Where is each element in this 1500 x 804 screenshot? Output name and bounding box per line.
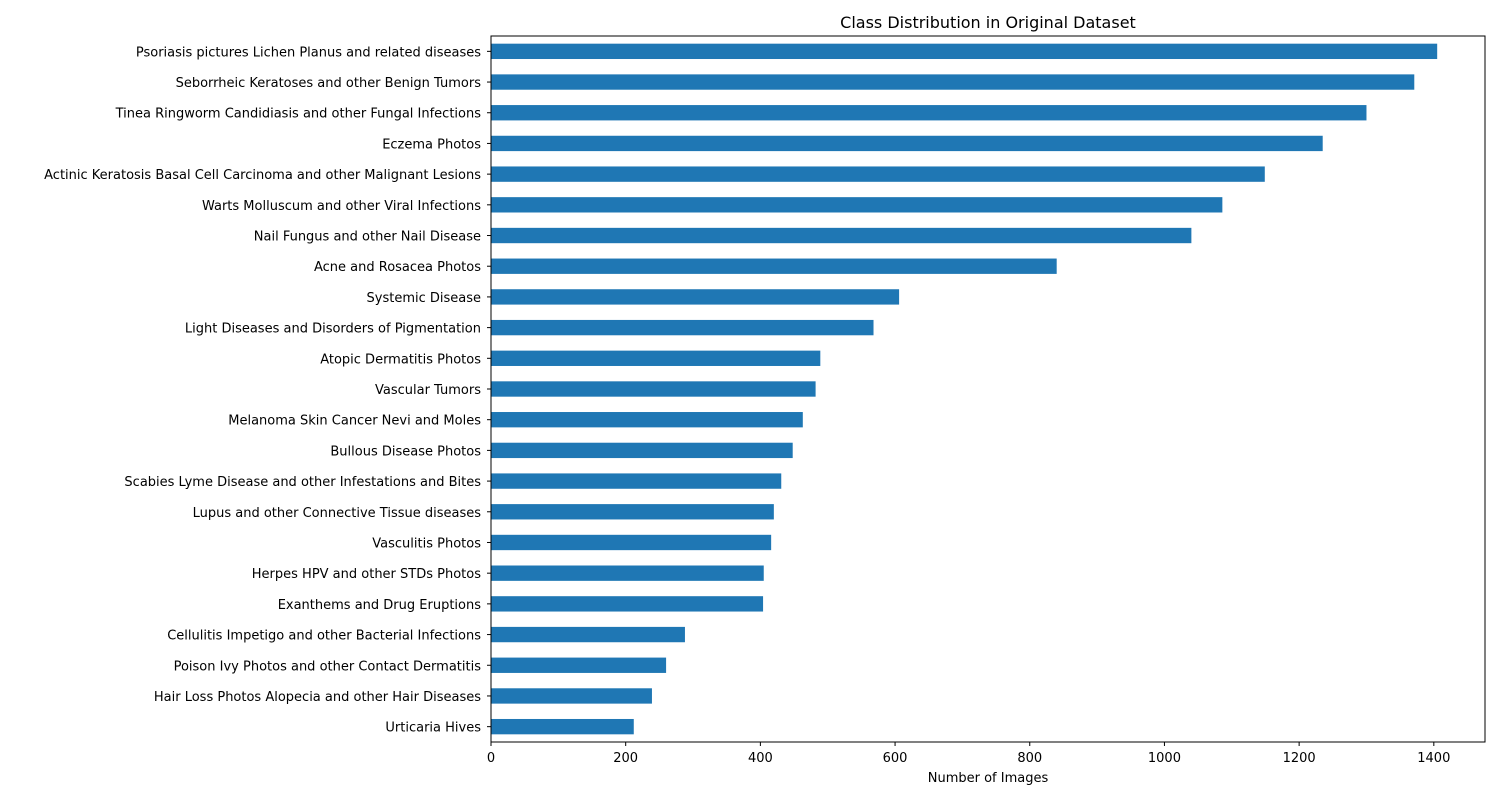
bar — [491, 43, 1438, 60]
y-tick-label: Poison Ivy Photos and other Contact Derm… — [174, 659, 482, 674]
y-tick-label: Psoriasis pictures Lichen Planus and rel… — [136, 45, 481, 60]
bar — [491, 657, 667, 673]
bar — [491, 565, 764, 581]
bar — [491, 227, 1192, 244]
y-tick-label: Vascular Tumors — [375, 383, 481, 398]
bar — [491, 688, 652, 704]
bar — [491, 718, 634, 735]
y-tick-label: Eczema Photos — [382, 137, 481, 152]
bar — [491, 473, 782, 489]
bar — [491, 381, 816, 397]
y-tick-label: Light Diseases and Disorders of Pigmenta… — [185, 322, 481, 337]
x-tick-label: 600 — [883, 751, 908, 766]
y-tick-label: Acne and Rosacea Photos — [314, 260, 481, 275]
bar — [491, 534, 772, 551]
y-tick-label: Atopic Dermatitis Photos — [320, 352, 481, 367]
x-tick-label: 1200 — [1283, 751, 1316, 766]
bar — [491, 442, 793, 459]
bar — [491, 258, 1057, 274]
x-tick-label: 200 — [613, 751, 638, 766]
chart-title: Class Distribution in Original Dataset — [840, 13, 1136, 32]
y-axis: Psoriasis pictures Lichen Planus and rel… — [44, 45, 491, 736]
y-tick-label: Seborrheic Keratoses and other Benign Tu… — [176, 76, 482, 91]
y-tick-label: Exanthems and Drug Eruptions — [278, 598, 482, 613]
bar — [491, 504, 774, 520]
y-tick-label: Bullous Disease Photos — [330, 444, 481, 459]
bar — [491, 596, 764, 612]
bar — [491, 197, 1223, 213]
y-tick-label: Vasculitis Photos — [372, 536, 481, 551]
bar — [491, 626, 685, 643]
x-tick-label: 1000 — [1148, 751, 1181, 766]
bar — [491, 74, 1415, 90]
x-tick-label: 800 — [1017, 751, 1042, 766]
y-tick-label: Nail Fungus and other Nail Disease — [254, 230, 481, 245]
y-tick-label: Hair Loss Photos Alopecia and other Hair… — [154, 690, 481, 705]
bars-layer — [491, 43, 1438, 735]
x-axis: 0 200 400 600 800 1000 1200 1400 — [487, 742, 1450, 766]
bar — [491, 105, 1367, 121]
bar — [491, 319, 874, 336]
y-tick-label: Urticaria Hives — [385, 721, 481, 736]
y-tick-label: Systemic Disease — [367, 291, 482, 306]
bar — [491, 289, 900, 305]
x-tick-label: 400 — [748, 751, 773, 766]
y-tick-label: Lupus and other Connective Tissue diseas… — [193, 506, 482, 521]
bar — [491, 412, 803, 428]
y-tick-label: Herpes HPV and other STDs Photos — [252, 567, 481, 582]
x-tick-label: 0 — [487, 751, 495, 766]
x-tick-label: 1400 — [1417, 751, 1450, 766]
y-tick-label: Warts Molluscum and other Viral Infectio… — [202, 199, 481, 214]
bar — [491, 166, 1265, 182]
plot-frame — [490, 35, 1486, 743]
y-tick-label: Actinic Keratosis Basal Cell Carcinoma a… — [44, 168, 481, 183]
y-tick-label: Melanoma Skin Cancer Nevi and Moles — [228, 414, 481, 429]
bar — [491, 135, 1323, 152]
y-tick-label: Tinea Ringworm Candidiasis and other Fun… — [115, 107, 482, 122]
bar — [491, 350, 821, 366]
x-axis-label: Number of Images — [928, 771, 1049, 786]
y-tick-label: Cellulitis Impetigo and other Bacterial … — [167, 629, 481, 644]
y-tick-label: Scabies Lyme Disease and other Infestati… — [124, 475, 481, 490]
